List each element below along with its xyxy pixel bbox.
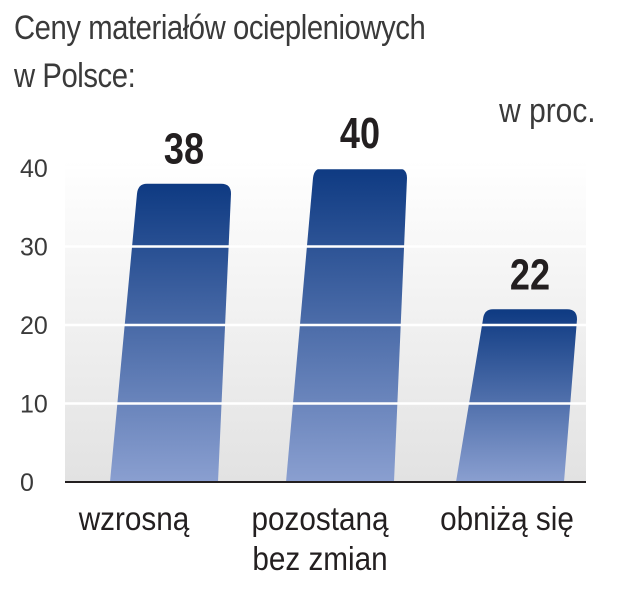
bar-2 bbox=[456, 309, 577, 482]
value-labels-group: 38 40 22 bbox=[164, 109, 550, 300]
y-tick-label-30: 30 bbox=[20, 234, 48, 262]
category-label-2-line-0: obniżą się bbox=[440, 501, 574, 538]
y-tick-label-10: 10 bbox=[20, 391, 48, 419]
chart-title-line-1: Ceny materiałów ociepleniowych bbox=[14, 9, 426, 47]
category-label-0-line-0: wzrosną bbox=[78, 501, 190, 538]
y-tick-label-20: 20 bbox=[20, 312, 48, 340]
category-label-1-line-0: pozostaną bbox=[252, 501, 389, 538]
category-label-1-line-1: bez zmian bbox=[252, 541, 387, 578]
value-label-2: 22 bbox=[510, 250, 550, 299]
value-label-0: 38 bbox=[164, 124, 204, 173]
y-tick-label-40: 40 bbox=[20, 155, 48, 183]
chart-title-line-2: w Polsce: bbox=[14, 57, 136, 95]
unit-label: w proc. bbox=[499, 92, 596, 130]
chart-title: Ceny materiałów ociepleniowych w Polsce: bbox=[14, 4, 426, 100]
gridlines-group bbox=[65, 166, 586, 405]
y-ticks-group: 0 10 20 30 40 bbox=[20, 155, 48, 497]
bar-0 bbox=[110, 183, 231, 482]
value-label-1: 40 bbox=[340, 109, 380, 158]
y-tick-label-0: 0 bbox=[20, 469, 34, 497]
